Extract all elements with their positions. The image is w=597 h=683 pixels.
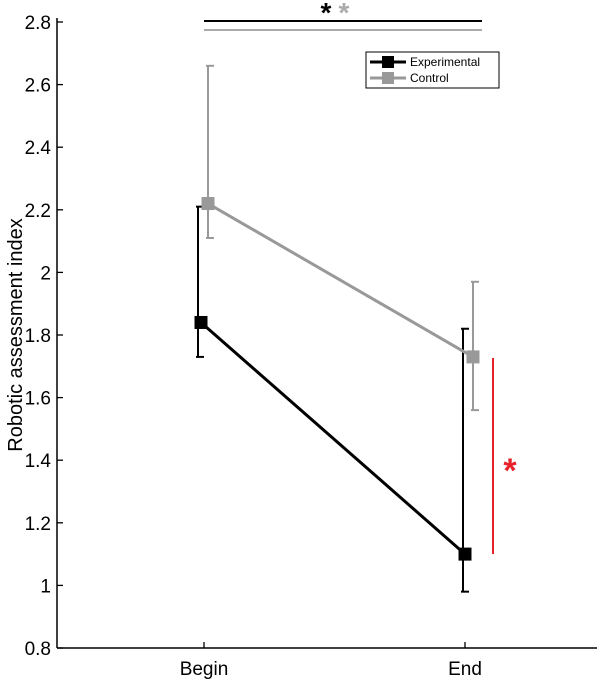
y-tick-label: 2.2 <box>25 201 51 222</box>
x-axis-ticks: Begin End <box>180 642 482 680</box>
legend-marker <box>382 72 394 84</box>
data-point-marker <box>194 315 208 329</box>
significance-annotations: * ** <box>204 0 517 554</box>
y-axis-ticks: 0.8 1 1.2 1.4 1.6 1.8 2 2.2 2.4 2.6 2.8 <box>25 13 63 660</box>
y-tick-label: 1.8 <box>25 326 51 347</box>
x-tick-label: End <box>448 659 482 680</box>
legend-label: Experimental <box>410 55 480 69</box>
y-tick-label: 2.8 <box>25 13 51 34</box>
y-tick-label: 0.8 <box>25 639 51 660</box>
y-tick-label: 2 <box>40 263 51 284</box>
series-line <box>207 202 474 359</box>
significance-star-experimental: * <box>321 0 332 28</box>
x-tick-label: Begin <box>180 659 229 680</box>
y-tick-label: 1.2 <box>25 514 51 535</box>
series-control <box>201 64 480 412</box>
data-point-marker <box>458 547 472 561</box>
y-axis-title: Robotic assessment index <box>5 218 27 451</box>
significance-star-between-groups: * <box>503 452 517 490</box>
series-group <box>194 64 480 593</box>
y-tick-label: 2.4 <box>25 138 52 159</box>
y-tick-label: 1.6 <box>25 389 51 410</box>
data-point-marker <box>466 350 480 364</box>
y-tick-label: 1 <box>40 576 51 597</box>
data-point-marker <box>201 197 215 211</box>
significance-star-control: * <box>339 0 350 28</box>
legend-marker <box>382 56 394 68</box>
series-line <box>200 321 466 556</box>
y-tick-label: 2.6 <box>25 76 51 97</box>
axes <box>56 18 597 649</box>
legend: Experimental Control <box>365 51 500 89</box>
legend-label: Control <box>410 71 449 85</box>
series-experimental <box>194 205 472 593</box>
y-tick-label: 1.4 <box>25 451 52 472</box>
